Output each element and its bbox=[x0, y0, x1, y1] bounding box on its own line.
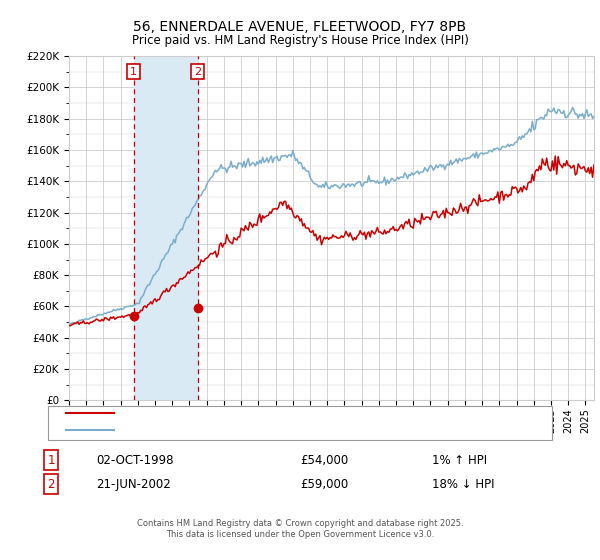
Text: 1: 1 bbox=[47, 454, 55, 467]
Text: 02-OCT-1998: 02-OCT-1998 bbox=[96, 454, 173, 467]
Text: 2: 2 bbox=[194, 67, 201, 77]
Text: 18% ↓ HPI: 18% ↓ HPI bbox=[432, 478, 494, 491]
Text: £59,000: £59,000 bbox=[300, 478, 348, 491]
Text: Contains HM Land Registry data © Crown copyright and database right 2025.: Contains HM Land Registry data © Crown c… bbox=[137, 519, 463, 528]
Text: £54,000: £54,000 bbox=[300, 454, 348, 467]
Text: Price paid vs. HM Land Registry's House Price Index (HPI): Price paid vs. HM Land Registry's House … bbox=[131, 34, 469, 46]
Text: 1% ↑ HPI: 1% ↑ HPI bbox=[432, 454, 487, 467]
Text: This data is licensed under the Open Government Licence v3.0.: This data is licensed under the Open Gov… bbox=[166, 530, 434, 539]
Text: 56, ENNERDALE AVENUE, FLEETWOOD, FY7 8PB: 56, ENNERDALE AVENUE, FLEETWOOD, FY7 8PB bbox=[133, 20, 467, 34]
Text: 56, ENNERDALE AVENUE, FLEETWOOD, FY7 8PB (semi-detached house): 56, ENNERDALE AVENUE, FLEETWOOD, FY7 8PB… bbox=[120, 408, 493, 418]
Bar bbox=[134, 56, 197, 400]
Text: HPI: Average price, semi-detached house, Wyre: HPI: Average price, semi-detached house,… bbox=[120, 425, 368, 435]
Text: 21-JUN-2002: 21-JUN-2002 bbox=[96, 478, 171, 491]
Text: 2: 2 bbox=[47, 478, 55, 491]
Text: 1: 1 bbox=[130, 67, 137, 77]
